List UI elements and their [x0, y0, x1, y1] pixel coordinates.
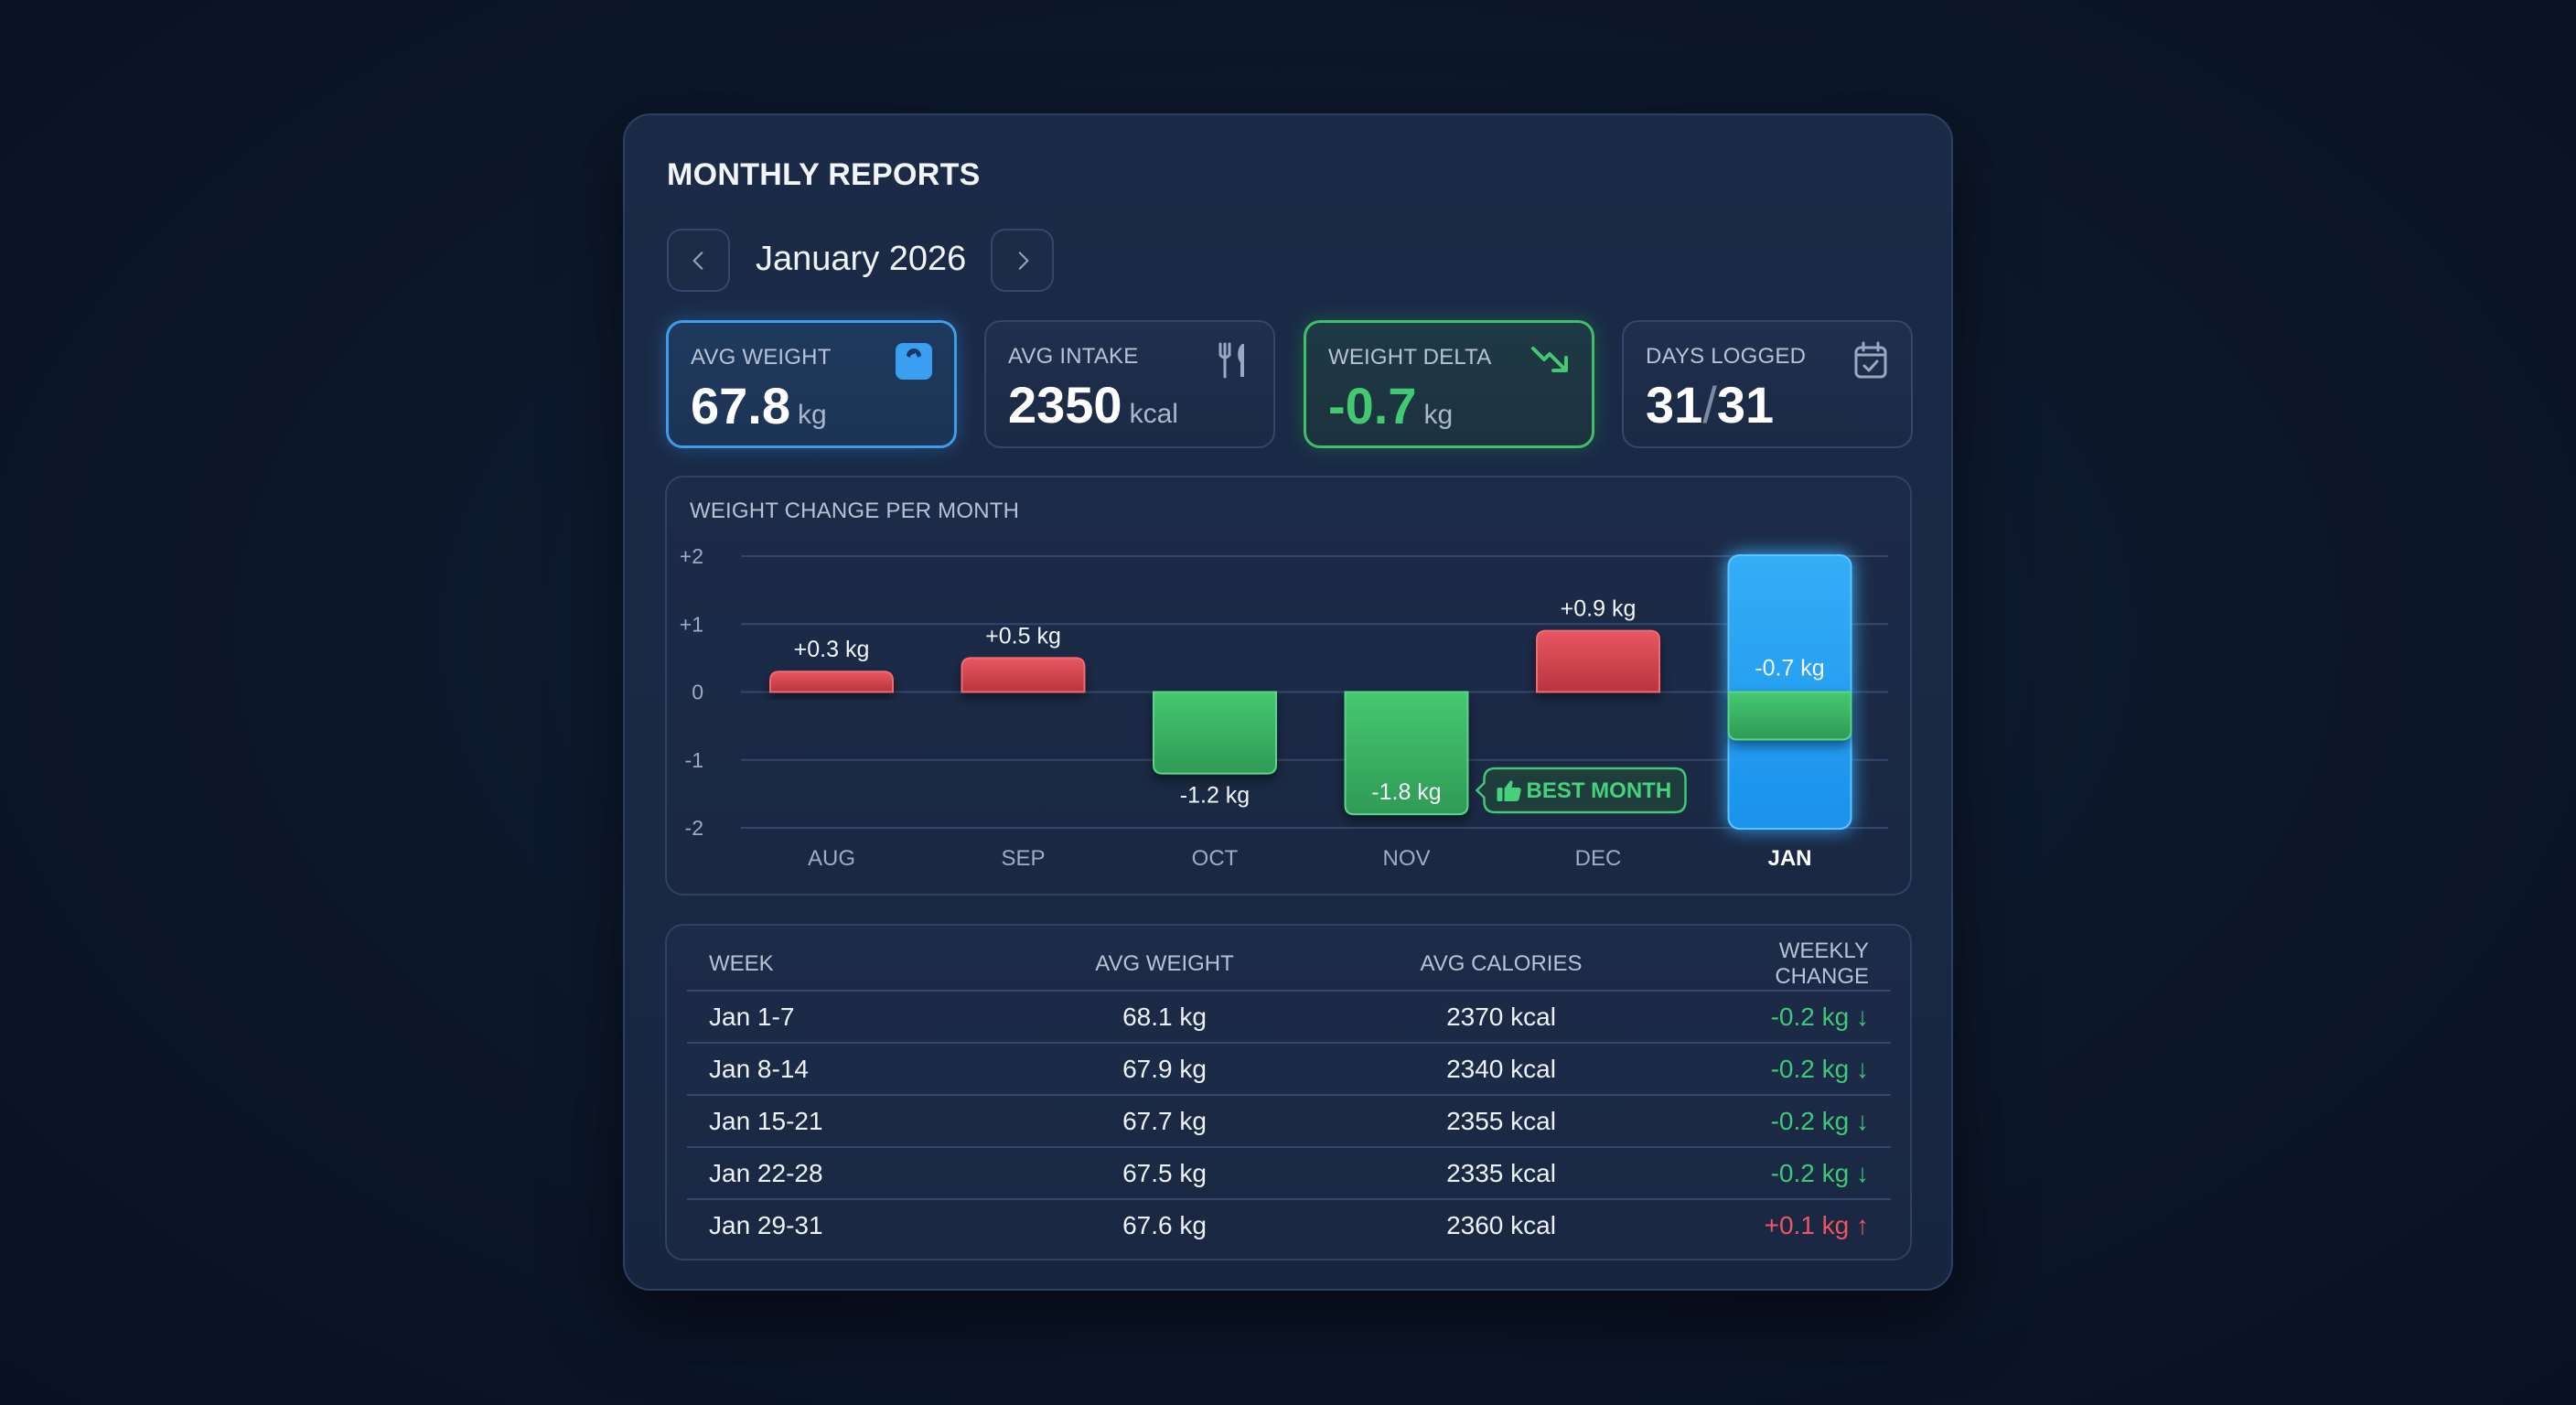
avg-calories-cell: 2335 kcal [1324, 1147, 1679, 1200]
bar-sep[interactable] [961, 657, 1086, 693]
avg-calories-cell: 2370 kcal [1324, 991, 1679, 1044]
x-tick-label: SEP [1001, 846, 1045, 871]
weight-change-chart-card: WEIGHT CHANGE PER MONTH [665, 476, 1912, 896]
week-cell: Jan 22-28 [687, 1147, 1005, 1200]
table-header-row: WEEK AVG WEIGHT AVG CALORIES WEEKLY CHAN… [687, 938, 1891, 992]
stat-value: 2350 kcal [1008, 376, 1178, 434]
weekly-breakdown-table: WEEK AVG WEIGHT AVG CALORIES WEEKLY CHAN… [687, 938, 1891, 1250]
table-row[interactable]: Jan 15-21 67.7 kg 2355 kcal -0.2 kg ↓ [687, 1095, 1891, 1148]
bar-oct[interactable] [1153, 691, 1277, 775]
data-label: +0.5 kg [985, 623, 1061, 649]
fork-knife-icon [1218, 342, 1244, 379]
weight-change-chart: +2 +1 0 -1 -2 +0.3 kg AUG +0.5 kg SEP -1.2 kg OCT… [680, 544, 1888, 871]
stat-label: DAYS LOGGED [1646, 344, 1807, 369]
avg-weight-cell: 68.1 kg [1005, 991, 1324, 1044]
column-header-weekly-change[interactable]: WEEKLY CHANGE [1679, 938, 1891, 992]
monthly-reports-panel: MONTHLY REPORTS January 2026 AVG WEIGHT … [623, 113, 1953, 1291]
weekly-change-cell: -0.2 kg ↓ [1679, 1147, 1891, 1200]
stat-card-avg-weight[interactable]: AVG WEIGHT 67.8 kg [666, 320, 957, 448]
bar-jan[interactable] [1727, 691, 1852, 741]
table-row[interactable]: Jan 22-28 67.5 kg 2335 kcal -0.2 kg ↓ [687, 1147, 1891, 1200]
stat-label: AVG WEIGHT [691, 345, 832, 370]
stat-value: 67.8 kg [691, 377, 827, 434]
weekly-table-card: WEEK AVG WEIGHT AVG CALORIES WEEKLY CHAN… [665, 924, 1912, 1260]
week-cell: Jan 29-31 [709, 1210, 823, 1239]
y-tick-label: -2 [685, 816, 703, 840]
x-tick-label: NOV [1382, 846, 1430, 871]
calendar-check-icon [1854, 341, 1887, 379]
data-label: -1.2 kg [1180, 783, 1250, 809]
table-row[interactable]: Jan 8-14 67.9 kg 2340 kcal -0.2 kg ↓ [687, 1043, 1891, 1096]
x-tick-label: OCT [1192, 846, 1239, 871]
column-header-week[interactable]: WEEK [687, 938, 1005, 992]
stat-card-days-logged[interactable]: DAYS LOGGED 31/31 [1622, 320, 1913, 448]
y-tick-label: +1 [680, 612, 703, 636]
chart-title: WEIGHT CHANGE PER MONTH [690, 499, 1020, 523]
scale-icon [896, 343, 932, 380]
chevron-right-icon [1018, 251, 1028, 270]
bar-dec[interactable] [1536, 629, 1660, 693]
stat-value: -0.7 kg [1328, 377, 1454, 434]
stat-label: AVG INTAKE [1008, 344, 1139, 369]
stat-value: 31/31 [1646, 376, 1775, 434]
bar-nov[interactable] [1344, 691, 1469, 816]
trend-down-icon [1531, 347, 1568, 372]
avg-weight-cell: 67.9 kg [1005, 1043, 1324, 1096]
week-cell: Jan 15-21 [687, 1095, 1005, 1148]
y-tick-label: 0 [692, 681, 703, 704]
column-header-avg-weight[interactable]: AVG WEIGHT [1005, 938, 1324, 992]
current-period: January 2026 [756, 240, 967, 278]
table-row[interactable]: Jan 29-31 67.6 kg 2360 kcal +0.1 kg ↑ [687, 1199, 1891, 1250]
avg-weight-cell: 67.6 kg [1122, 1210, 1207, 1239]
data-label: -0.7 kg [1755, 656, 1824, 681]
y-tick-label: +2 [680, 544, 703, 568]
weekly-change-cell: -0.2 kg ↓ [1679, 1043, 1891, 1096]
avg-weight-cell: 67.5 kg [1005, 1147, 1324, 1200]
avg-weight-cell: 67.7 kg [1005, 1095, 1324, 1148]
prev-month-button[interactable] [667, 229, 730, 292]
bar-aug[interactable] [769, 670, 894, 693]
data-label: -1.8 kg [1371, 779, 1441, 805]
stat-card-weight-delta[interactable]: WEIGHT DELTA -0.7 kg [1304, 320, 1594, 448]
x-tick-label: DEC [1575, 846, 1622, 871]
thumbs-up-icon [1497, 780, 1521, 801]
weekly-change-cell: -0.2 kg ↓ [1679, 1095, 1891, 1148]
avg-calories-cell: 2340 kcal [1324, 1043, 1679, 1096]
avg-calories-cell: 2355 kcal [1324, 1095, 1679, 1148]
weekly-change-cell: -0.2 kg ↓ [1679, 991, 1891, 1044]
column-header-avg-calories[interactable]: AVG CALORIES [1324, 938, 1679, 992]
best-month-badge: BEST MONTH [1475, 767, 1687, 814]
table-row[interactable]: Jan 1-7 68.1 kg 2370 kcal -0.2 kg ↓ [687, 991, 1891, 1044]
data-label: +0.9 kg [1561, 596, 1637, 622]
best-month-text: BEST MONTH [1527, 778, 1672, 803]
page-title: MONTHLY REPORTS [667, 157, 981, 192]
data-label: +0.3 kg [794, 637, 870, 662]
next-month-button[interactable] [991, 229, 1054, 292]
stat-card-avg-intake[interactable]: AVG INTAKE 2350 kcal [984, 320, 1275, 448]
stat-label: WEIGHT DELTA [1328, 345, 1492, 370]
avg-calories-cell: 2360 kcal [1446, 1210, 1556, 1239]
chevron-left-icon [692, 251, 703, 270]
week-cell: Jan 1-7 [687, 991, 1005, 1044]
week-cell: Jan 8-14 [687, 1043, 1005, 1096]
x-tick-label: JAN [1767, 846, 1811, 871]
weekly-change-cell: +0.1 kg ↑ [1764, 1210, 1869, 1239]
x-tick-label: AUG [808, 846, 855, 871]
y-tick-label: -1 [685, 748, 703, 772]
